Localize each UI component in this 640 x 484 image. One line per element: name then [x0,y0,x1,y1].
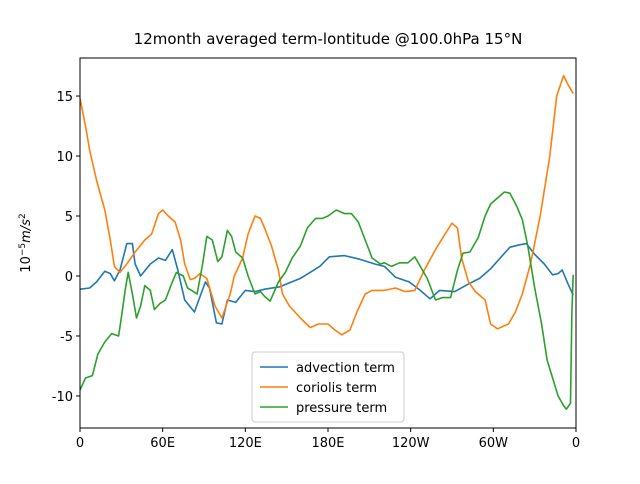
y-tick-label: 10 [56,150,73,165]
x-tick-label: 0 [572,436,580,451]
y-tick-label: 5 [65,210,73,225]
legend-label: coriolis term [296,381,377,396]
legend-label: pressure term [296,401,387,416]
series-line [80,74,574,336]
axes-frame [79,57,577,429]
y-label-base: 10 [19,256,34,273]
x-tick-label: 60W [479,436,509,451]
x-tick-label: 120E [229,436,262,451]
y-label-unit: m/s [19,219,34,243]
y-axis-label: 10−5m/s2 [18,213,34,272]
y-label-unit-exp: 2 [18,213,28,219]
series-line [80,242,574,325]
y-tick-label: -10 [52,390,73,405]
y-tick-label: -5 [60,330,73,345]
series-line [80,191,574,410]
y-tick-label: 15 [56,90,73,105]
legend-label: advection term [296,361,395,376]
x-tick-label: 60E [150,436,175,451]
x-tick-label: 180E [311,436,344,451]
y-label-exp: −5 [18,243,28,256]
x-tick-label: 120W [392,436,430,451]
y-tick-label: 0 [65,270,73,285]
legend-box [251,351,405,423]
chart-title: 12month averaged term-lontitude @100.0hP… [134,30,523,48]
x-tick-label: 0 [76,436,84,451]
